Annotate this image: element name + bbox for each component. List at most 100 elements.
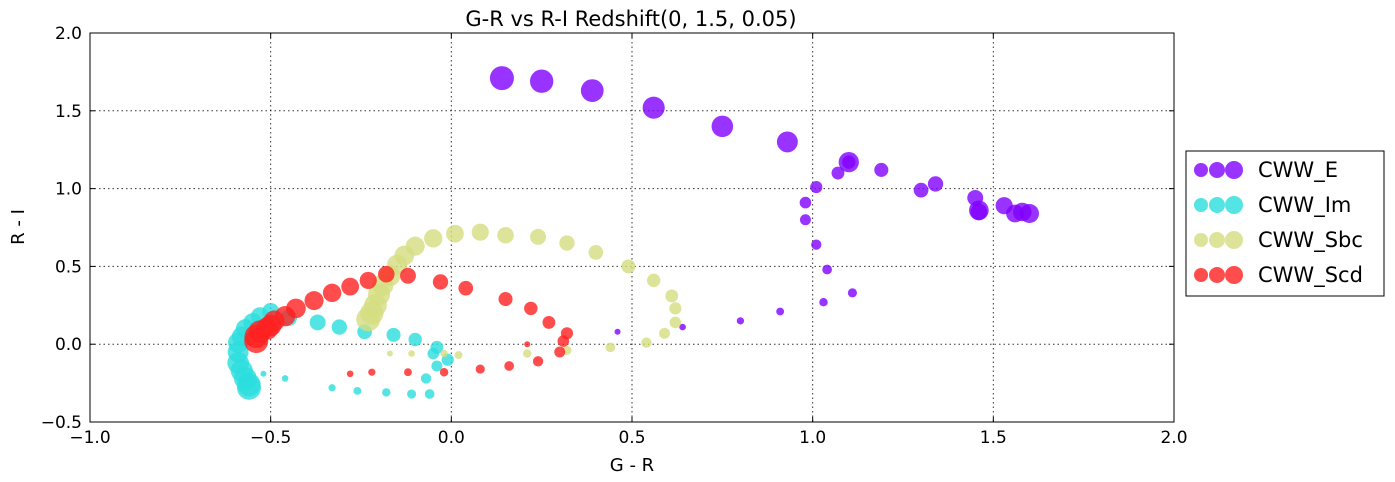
- data-point: [524, 341, 531, 348]
- data-point: [554, 346, 566, 358]
- data-point: [1019, 203, 1039, 224]
- legend-marker: [1225, 196, 1243, 214]
- x-tick-label: 2.0: [1160, 428, 1187, 448]
- legend-marker: [1194, 233, 1208, 247]
- y-tick-label: 1.5: [55, 102, 82, 122]
- legend-marker: [1194, 163, 1208, 177]
- data-point: [646, 273, 661, 288]
- data-point: [736, 317, 745, 325]
- data-point: [260, 370, 267, 377]
- x-tick-label: −0.5: [250, 428, 291, 448]
- data-point: [874, 162, 889, 177]
- legend-marker: [1209, 267, 1225, 283]
- legend-label: CWW_Sbc: [1258, 228, 1363, 253]
- data-point: [504, 361, 515, 371]
- legend-item: CWW_Im: [1194, 193, 1351, 218]
- legend-marker: [1194, 198, 1208, 212]
- data-point: [304, 291, 324, 311]
- data-point: [614, 328, 621, 335]
- data-point: [309, 314, 326, 331]
- data-point: [475, 364, 485, 374]
- data-point: [522, 349, 532, 358]
- data-point: [588, 245, 604, 260]
- data-point: [669, 302, 682, 315]
- legend-marker: [1225, 231, 1243, 249]
- data-point: [799, 196, 812, 209]
- data-point: [236, 375, 261, 400]
- legend-label: CWW_E: [1258, 158, 1338, 183]
- data-point: [281, 375, 289, 382]
- data-point: [424, 229, 443, 248]
- legend-label: CWW_Im: [1258, 193, 1351, 218]
- data-point: [776, 131, 798, 153]
- data-point: [458, 280, 474, 296]
- legend-item: CWW_Scd: [1194, 263, 1363, 288]
- data-point: [665, 289, 679, 303]
- chart-title: G-R vs R-I Redshift(0, 1.5, 0.05): [465, 7, 796, 31]
- data-point: [378, 265, 395, 283]
- data-point: [328, 384, 336, 392]
- series-CWW_Sbc: [356, 223, 682, 360]
- data-point: [969, 200, 989, 221]
- data-point: [580, 79, 604, 102]
- x-tick-label: 1.5: [980, 428, 1007, 448]
- data-point: [407, 389, 417, 399]
- series-CWW_E: [489, 66, 1039, 335]
- data-point: [353, 386, 362, 395]
- data-point: [386, 327, 401, 342]
- y-tick-label: 0.5: [55, 257, 82, 277]
- data-point: [847, 288, 857, 298]
- data-point: [408, 332, 422, 347]
- data-point: [430, 340, 444, 354]
- data-point: [642, 96, 665, 119]
- data-point: [659, 327, 671, 339]
- data-point: [605, 342, 616, 353]
- data-point: [368, 368, 376, 376]
- x-tick-label: −1.0: [69, 428, 110, 448]
- data-point: [621, 259, 636, 274]
- legend-item: CWW_E: [1194, 158, 1338, 183]
- data-point: [810, 180, 823, 194]
- legend-marker: [1209, 232, 1225, 248]
- data-point: [669, 316, 682, 329]
- data-point: [822, 264, 832, 275]
- y-axis-label: R - I: [8, 209, 29, 245]
- data-point: [424, 389, 435, 399]
- data-point: [838, 152, 859, 173]
- data-point: [913, 182, 929, 198]
- grid: [90, 33, 1174, 422]
- data-point: [560, 327, 574, 340]
- data-point: [420, 373, 432, 384]
- data-point: [386, 350, 393, 357]
- data-point: [831, 166, 845, 180]
- data-point: [439, 367, 449, 377]
- x-axis-label: G - R: [610, 455, 654, 476]
- data-point: [471, 223, 489, 241]
- data-point: [641, 337, 652, 348]
- data-point: [431, 360, 443, 372]
- legend: CWW_E CWW_Im CWW_Sbc CWW_Scd: [1185, 150, 1385, 297]
- data-point: [244, 329, 269, 354]
- data-point: [799, 214, 811, 226]
- data-point: [524, 301, 538, 316]
- legend-label: CWW_Scd: [1258, 263, 1363, 288]
- axis-ticks: −1.0 −0.5 0.0 0.5 1.0 1.5 2.0−0.50.00.51.01.52…: [41, 24, 1188, 448]
- data-point: [341, 277, 360, 296]
- data-point: [542, 316, 556, 329]
- data-point: [322, 283, 342, 303]
- y-tick-label: 1.0: [55, 180, 82, 200]
- data-point: [440, 349, 448, 358]
- data-points: [227, 66, 1039, 400]
- data-point: [497, 227, 514, 244]
- data-point: [331, 319, 347, 335]
- legend-marker: [1209, 197, 1225, 213]
- data-point: [927, 176, 944, 192]
- data-point: [498, 292, 513, 307]
- data-point: [530, 228, 547, 245]
- x-tick-label: 1.0: [799, 428, 826, 448]
- y-tick-label: 0.0: [55, 335, 82, 355]
- data-point: [532, 356, 544, 367]
- data-point: [356, 307, 381, 332]
- data-point: [679, 323, 686, 331]
- series-CWW_Scd: [244, 265, 574, 378]
